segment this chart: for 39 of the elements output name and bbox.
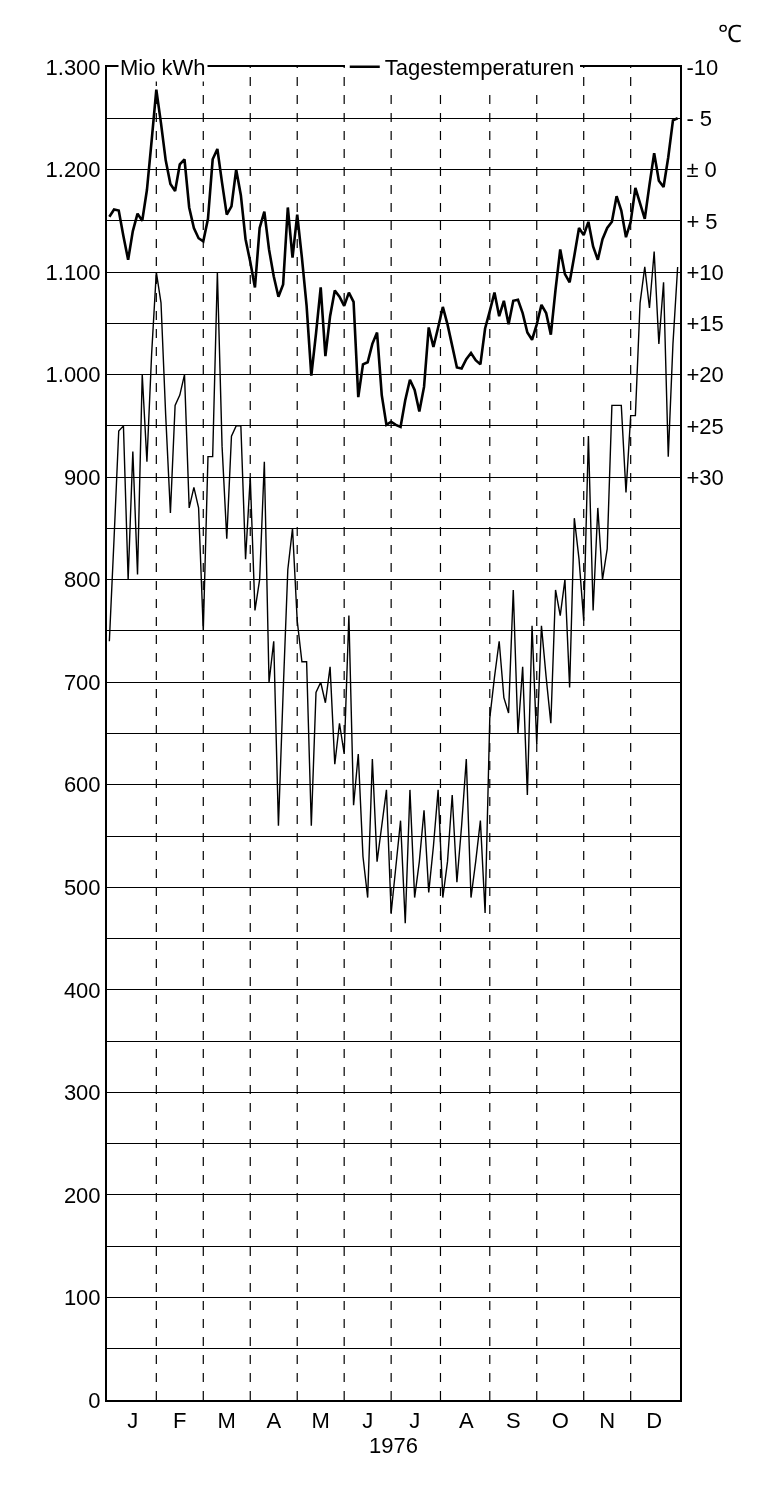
y2-tick-label: ± 0 bbox=[686, 157, 717, 183]
x-tick-label: J bbox=[127, 1408, 139, 1434]
y-tick-label: 700 bbox=[63, 669, 101, 695]
y2-tick-label: +15 bbox=[686, 311, 724, 337]
x-tick-label: N bbox=[599, 1408, 616, 1434]
y2-tick-label: + 5 bbox=[686, 208, 718, 234]
y-tick-label: 600 bbox=[63, 772, 101, 798]
y2-tick-label: +20 bbox=[686, 362, 724, 388]
x-tick-label: O bbox=[551, 1408, 569, 1434]
x-tick-label: J bbox=[362, 1408, 374, 1434]
y-tick-label: 800 bbox=[63, 567, 101, 593]
x-tick-label: J bbox=[409, 1408, 421, 1434]
x-tick-label: D bbox=[646, 1408, 663, 1434]
x-tick-label: A bbox=[266, 1408, 282, 1434]
y2-axis-title: ℃ bbox=[718, 20, 742, 47]
y-axis-title: Mio kWh bbox=[120, 55, 206, 80]
x-tick-label: M bbox=[311, 1408, 330, 1434]
y-tick-label: 1.100 bbox=[45, 259, 101, 285]
y-tick-label: 400 bbox=[63, 977, 101, 1003]
y2-tick-label: -10 bbox=[686, 54, 719, 80]
x-tick-label: A bbox=[458, 1408, 474, 1434]
y2-tick-label: - 5 bbox=[686, 105, 713, 131]
y2-tick-label: +30 bbox=[686, 464, 724, 490]
y-tick-label: 200 bbox=[63, 1182, 101, 1208]
y-tick-label: 0 bbox=[88, 1387, 101, 1413]
y-tick-label: 1.000 bbox=[45, 362, 101, 388]
y2-tick-label: +25 bbox=[686, 413, 724, 439]
y-tick-label: 1.200 bbox=[45, 157, 101, 183]
y-tick-label: 300 bbox=[63, 1080, 101, 1106]
y2-tick-label: +10 bbox=[686, 259, 724, 285]
y-tick-label: 500 bbox=[63, 875, 101, 901]
x-tick-label: S bbox=[505, 1408, 521, 1434]
legend-label: Tagestemperaturen bbox=[384, 55, 575, 81]
y-tick-label: 1.300 bbox=[45, 54, 101, 80]
x-tick-label: F bbox=[173, 1408, 187, 1434]
x-axis-title: 1976 bbox=[369, 1433, 418, 1459]
x-tick-label: M bbox=[217, 1408, 236, 1434]
y-tick-label: 100 bbox=[63, 1285, 101, 1311]
y-tick-label: 900 bbox=[63, 464, 101, 490]
